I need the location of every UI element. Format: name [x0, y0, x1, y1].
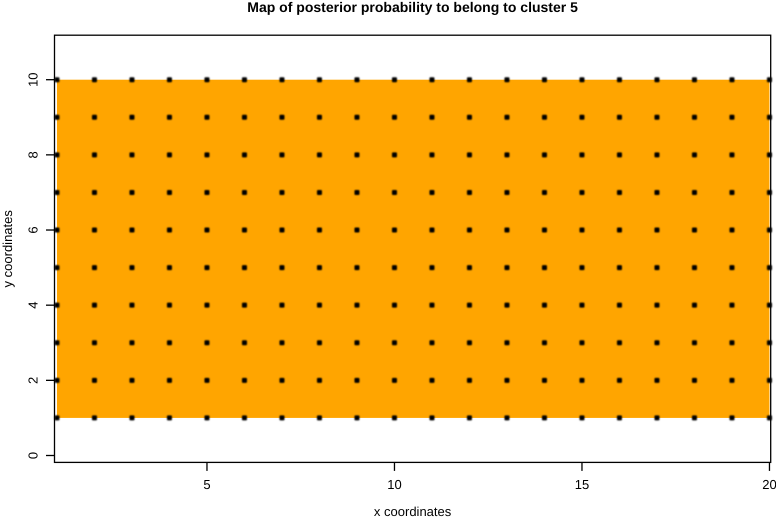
- svg-text:0: 0: [26, 452, 41, 459]
- svg-text:4: 4: [26, 302, 41, 309]
- svg-text:10: 10: [26, 72, 41, 86]
- svg-text:5: 5: [203, 477, 210, 492]
- svg-text:20: 20: [762, 477, 776, 492]
- svg-text:x coordinates: x coordinates: [374, 504, 452, 518]
- svg-text:2: 2: [26, 377, 41, 384]
- svg-text:8: 8: [26, 151, 41, 158]
- svg-text:6: 6: [26, 226, 41, 233]
- svg-text:10: 10: [387, 477, 401, 492]
- svg-text:y coordinates: y coordinates: [0, 210, 15, 288]
- svg-text:Map of posterior probability t: Map of posterior probability to belong t…: [247, 0, 578, 15]
- svg-text:15: 15: [575, 477, 589, 492]
